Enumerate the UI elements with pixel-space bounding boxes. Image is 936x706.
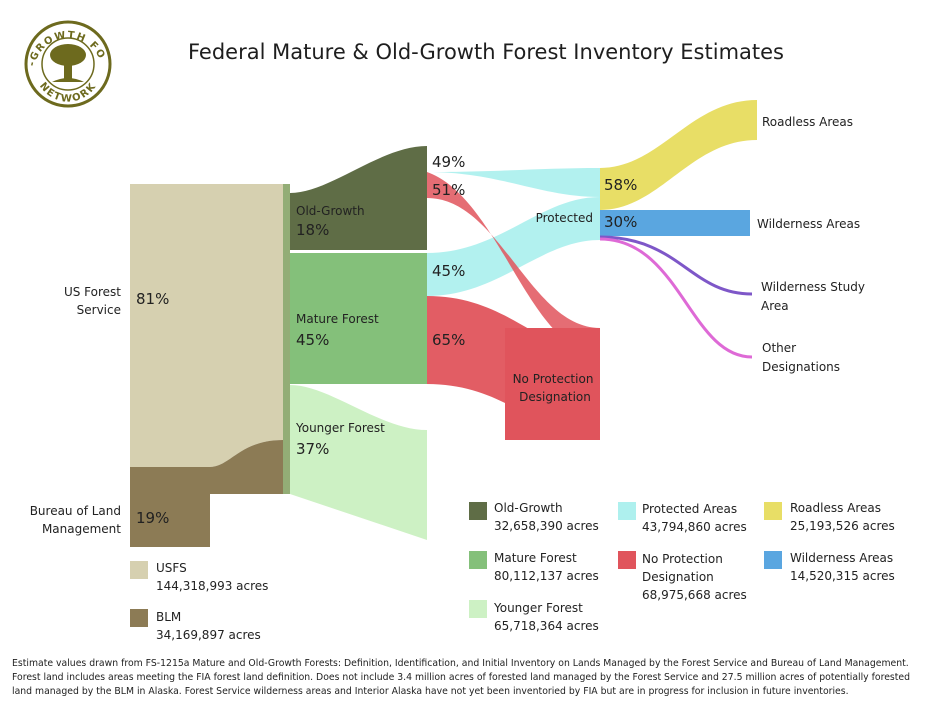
legend-value-old-growth: 32,658,390 acres [494,519,599,533]
label-younger: Younger Forest [295,421,385,435]
flow-usfs-to-main [210,184,283,467]
label-other-line1: Other [762,341,796,355]
node-usfs [130,184,210,467]
legend-value-usfs: 144,318,993 acres [156,579,268,593]
legend-value-protected: 43,794,860 acres [642,520,747,534]
label-no-protection-line2: Designation [519,390,591,404]
footnote-line-3: land managed by the BLM in Alaska. Fores… [12,686,849,697]
legend-swatch-mature [469,551,487,569]
label-study-line1: Wilderness Study [761,280,865,294]
pct-usfs: 81% [136,290,169,308]
legend-label-blm: BLM [156,610,181,624]
node-wilderness [600,210,750,236]
label-no-protection-line1: No Protection [513,372,594,386]
legend-label-wilderness: Wilderness Areas [790,551,893,565]
footnote-line-2: Forest land includes areas meeting the F… [12,672,910,683]
legend-value-mature: 80,112,137 acres [494,569,599,583]
legend-value-wilderness: 14,520,315 acres [790,569,895,583]
label-wilderness: Wilderness Areas [757,217,860,231]
pct-mature: 45% [296,331,329,349]
node-old-growth [290,146,427,250]
label-study-line2: Area [761,299,789,313]
legend-value-blm: 34,169,897 acres [156,628,261,642]
legend-value-roadless: 25,193,526 acres [790,519,895,533]
pct-old-growth-protected: 49% [432,153,465,171]
legend-swatch-no-protection [618,551,636,569]
legend-label2-no-protection: Designation [642,570,714,584]
label-roadless: Roadless Areas [762,115,853,129]
legend-label-younger: Younger Forest [493,601,583,615]
label-blm-line1: Bureau of Land [30,504,121,518]
label-old-growth: Old-Growth [296,204,365,218]
flow-old-growth-to-protected [427,146,600,197]
legend-value-no-protection: 68,975,668 acres [642,588,747,602]
legend-label-mature: Mature Forest [494,551,577,565]
pct-protected-roadless: 58% [604,176,637,194]
flow-protected-to-study [599,235,753,296]
legend-swatch-blm [130,609,148,627]
legend-swatch-wilderness [764,551,782,569]
pct-younger: 37% [296,440,329,458]
flow-protected-to-other [599,237,753,359]
label-mature: Mature Forest [296,312,379,326]
node-younger [290,385,427,540]
legend-swatch-protected [618,502,636,520]
legend-swatch-usfs [130,561,148,579]
page-title: Federal Mature & Old-Growth Forest Inven… [188,40,784,64]
legend-label-usfs: USFS [156,561,187,575]
pct-blm: 19% [136,509,169,527]
legend-swatch-old-growth [469,502,487,520]
flow-mature-to-protected [427,197,600,296]
flow-protected-to-roadless [600,100,757,210]
legend: USFS 144,318,993 acres BLM 34,169,897 ac… [130,501,895,642]
legend-label-no-protection: No Protection [642,552,723,566]
node-total-bar [283,184,290,494]
node-no-protection [505,328,600,440]
legend-label-protected: Protected Areas [642,502,737,516]
legend-swatch-roadless [764,502,782,520]
logo: OLD-GROWTH FOREST NETWORK [0,0,112,108]
label-blm-line2: Management [42,522,121,536]
flow-blm-to-main [210,440,283,494]
tree-icon [50,44,86,82]
node-blm [130,467,210,547]
pct-mature-protected: 45% [432,262,465,280]
legend-value-younger: 65,718,364 acres [494,619,599,633]
label-protected: Protected [536,211,593,225]
pct-protected-wilderness: 30% [604,213,637,231]
pct-mature-no-protection: 65% [432,331,465,349]
footnote-line-1: Estimate values drawn from FS-1215a Matu… [12,658,909,669]
pct-old-growth-no-protection: 51% [432,181,465,199]
flow-old-growth-to-no-protection [427,172,600,354]
pct-old-growth: 18% [296,221,329,239]
logo-inner-ring [41,37,95,91]
label-other-line2: Designations [762,360,840,374]
node-mature [290,253,427,384]
legend-swatch-younger [469,600,487,618]
legend-label-roadless: Roadless Areas [790,501,881,515]
legend-label-old-growth: Old-Growth [494,501,563,515]
label-usfs-line2: Service [77,303,121,317]
label-usfs-line1: US Forest [64,285,121,299]
